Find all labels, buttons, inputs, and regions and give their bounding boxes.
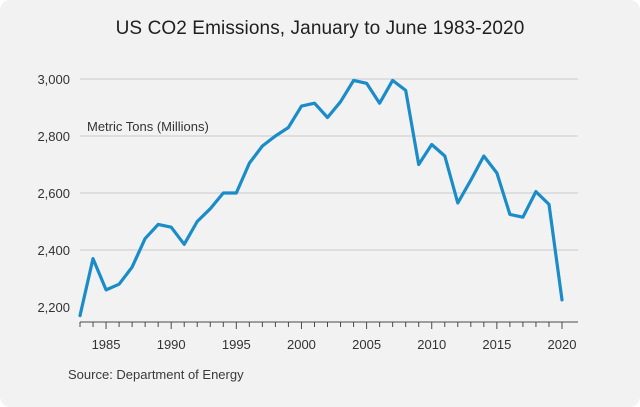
- y-tick-label: 2,600: [37, 186, 70, 201]
- x-tick-label: 2005: [352, 337, 381, 352]
- y-tick-label: 3,000: [37, 72, 70, 87]
- x-tick-label: 1985: [92, 337, 121, 352]
- x-tick-label: 2000: [287, 337, 316, 352]
- y-tick-label: 2,400: [37, 243, 70, 258]
- x-tick-label: 1995: [222, 337, 251, 352]
- x-tick-label: 2020: [548, 337, 577, 352]
- y-axis-unit-label: Metric Tons (Millions): [87, 119, 209, 134]
- emissions-series-line: [78, 78, 564, 318]
- x-tick-label: 2010: [417, 337, 446, 352]
- x-tick-label: 1990: [157, 337, 186, 352]
- y-tick-label: 2,800: [37, 129, 70, 144]
- source-note: Source: Department of Energy: [68, 367, 244, 382]
- x-tick-label: 2015: [482, 337, 511, 352]
- y-tick-label: 2,200: [37, 300, 70, 315]
- chart-title: US CO2 Emissions, January to June 1983-2…: [115, 18, 525, 39]
